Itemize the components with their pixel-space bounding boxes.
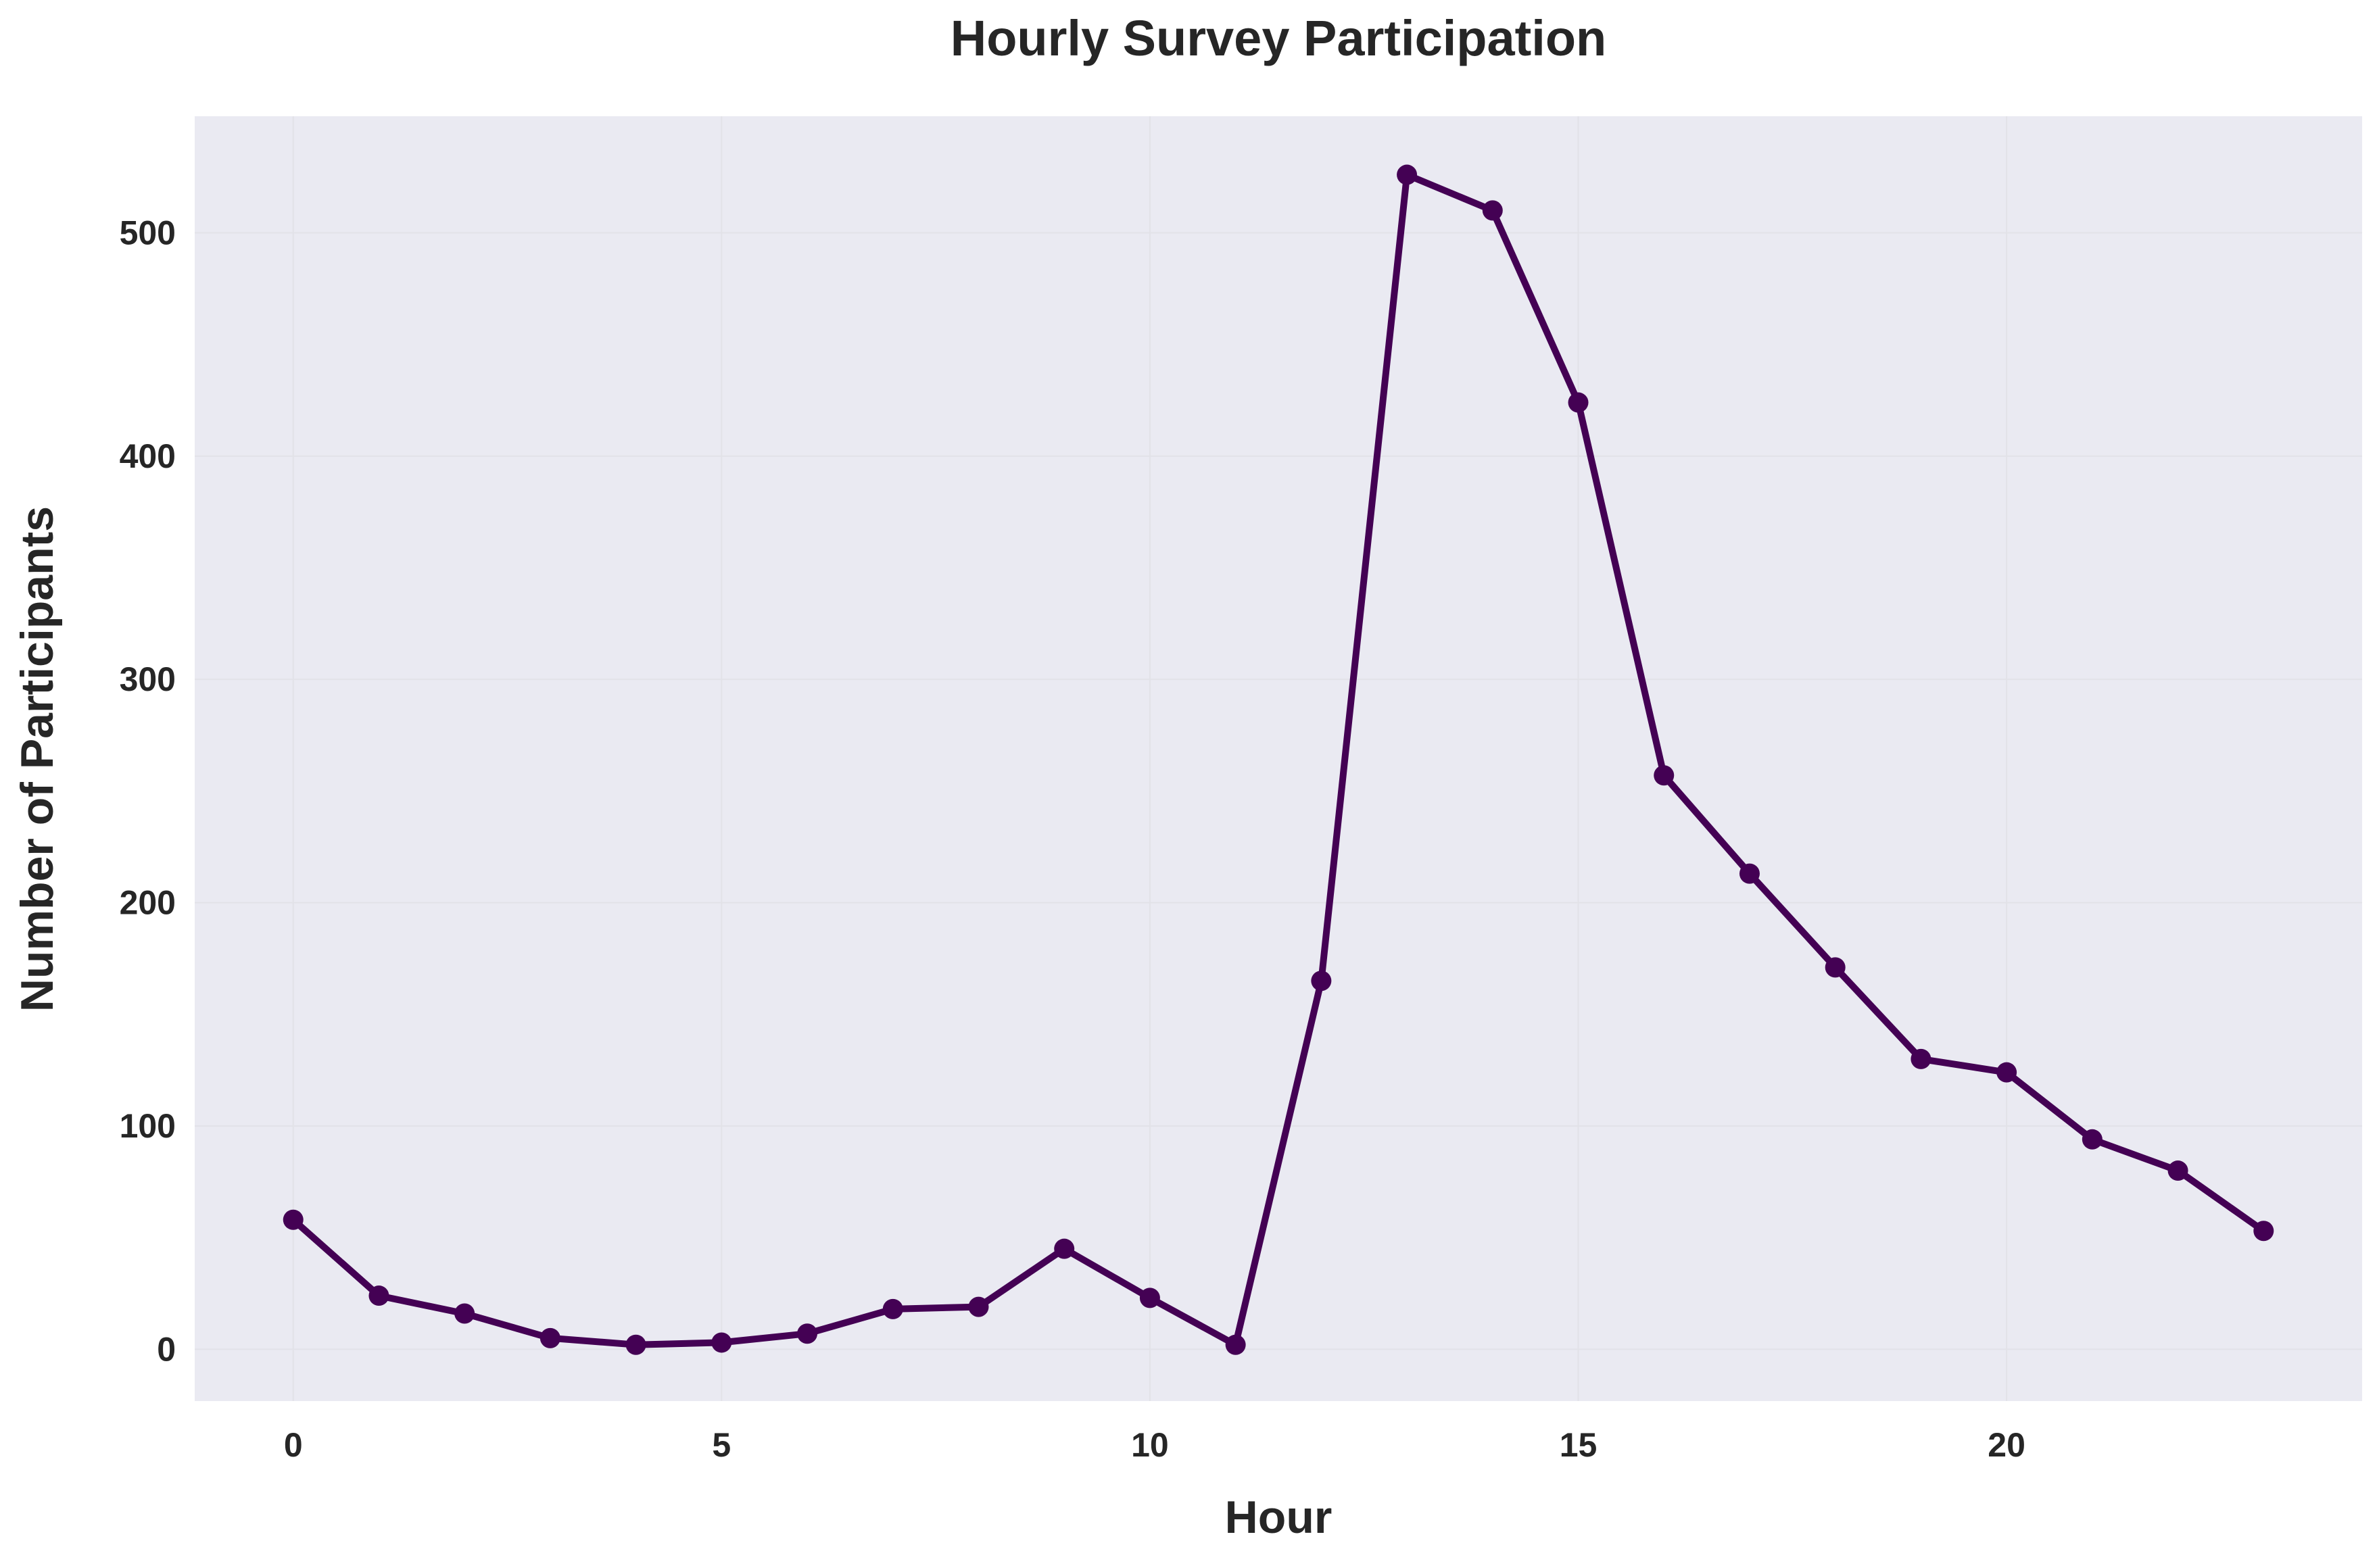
x-tick-label: 15 [1560, 1426, 1598, 1464]
data-point [1654, 765, 1675, 786]
plot-area [195, 116, 2362, 1401]
data-point [1397, 164, 1418, 185]
y-tick-label: 500 [120, 214, 176, 251]
data-point [2082, 1129, 2103, 1150]
x-axis-label: Hour [1225, 1492, 1332, 1543]
y-axis-label: Number of Participants [11, 506, 63, 1012]
data-point [1311, 971, 1332, 991]
data-point [1568, 392, 1589, 413]
data-point [1054, 1238, 1075, 1259]
y-tick-label: 400 [120, 437, 176, 475]
data-point [1825, 957, 1846, 978]
data-point [2253, 1221, 2274, 1242]
data-point [368, 1285, 389, 1306]
data-point [1739, 863, 1760, 884]
data-point [1139, 1288, 1160, 1308]
data-point [968, 1296, 989, 1317]
y-tick-label: 200 [120, 884, 176, 922]
data-point [625, 1334, 646, 1355]
data-point [1482, 200, 1503, 221]
x-tick-label: 10 [1131, 1426, 1169, 1464]
data-point [454, 1303, 475, 1324]
y-tick-label: 300 [120, 660, 176, 698]
y-tick-label: 100 [120, 1107, 176, 1145]
data-point [711, 1332, 732, 1353]
data-point [539, 1327, 560, 1348]
series-layer [283, 164, 2274, 1355]
x-tick-label: 20 [1988, 1426, 2025, 1464]
chart-title: Hourly Survey Participation [951, 10, 1607, 66]
y-tick-label: 0 [157, 1330, 176, 1368]
data-point [283, 1209, 304, 1230]
data-point [1225, 1334, 1246, 1355]
data-point [797, 1323, 818, 1344]
series-line [289, 171, 2267, 1348]
x-tick-label: 0 [284, 1426, 303, 1464]
data-point [2167, 1160, 2188, 1181]
data-point [1911, 1048, 1931, 1069]
data-point [882, 1298, 903, 1319]
x-tick-label: 5 [712, 1426, 731, 1464]
data-point [1996, 1062, 2017, 1083]
gridlines [195, 116, 2362, 1401]
